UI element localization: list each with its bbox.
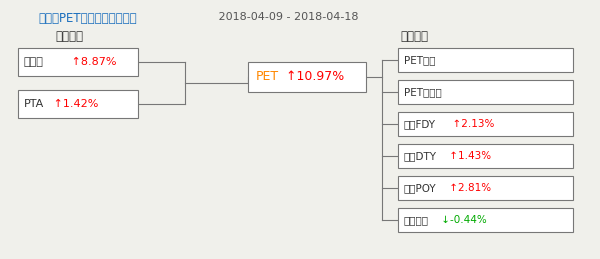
Text: 下游产品: 下游产品 (400, 30, 428, 43)
Text: 涤纶短纤: 涤纶短纤 (404, 215, 429, 225)
Text: PET塑料瓶: PET塑料瓶 (404, 87, 442, 97)
Text: ↑10.97%: ↑10.97% (282, 70, 344, 83)
Bar (398, 144, 573, 168)
Bar (398, 112, 573, 136)
Text: ↑1.43%: ↑1.43% (446, 151, 491, 161)
Bar (398, 208, 573, 232)
Bar (18, 48, 138, 76)
Text: PET薄膜: PET薄膜 (404, 55, 436, 65)
Text: PTA: PTA (24, 99, 44, 109)
Bar (18, 90, 138, 118)
Text: 生意社PET产业链价格涨跌图: 生意社PET产业链价格涨跌图 (38, 12, 137, 25)
Bar (398, 176, 573, 200)
Text: PET: PET (256, 70, 279, 83)
Text: 涤纶FDY: 涤纶FDY (404, 119, 436, 129)
Text: ↑8.87%: ↑8.87% (68, 57, 116, 67)
Text: ↑1.42%: ↑1.42% (50, 99, 98, 109)
Text: 2018-04-09 - 2018-04-18: 2018-04-09 - 2018-04-18 (215, 12, 359, 22)
Text: 涤纶POY: 涤纶POY (404, 183, 437, 193)
Text: ↓-0.44%: ↓-0.44% (438, 215, 487, 225)
Bar (398, 48, 573, 72)
Bar (398, 80, 573, 104)
Text: 涤纶DTY: 涤纶DTY (404, 151, 437, 161)
Text: ↑2.13%: ↑2.13% (446, 119, 495, 129)
Text: 乙二醇: 乙二醇 (24, 57, 44, 67)
Text: 上游产品: 上游产品 (55, 30, 83, 43)
Text: ↑2.81%: ↑2.81% (446, 183, 491, 193)
Bar (248, 62, 366, 92)
